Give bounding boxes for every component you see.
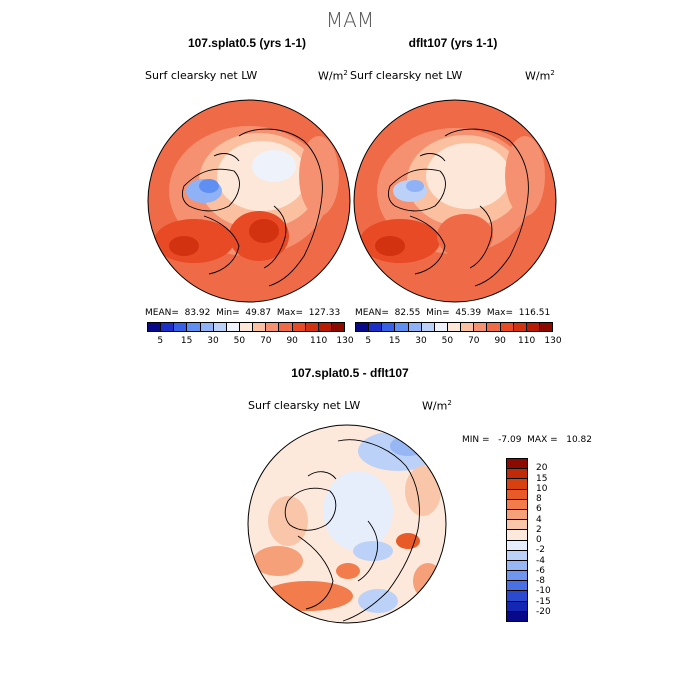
season-title: MAM (325, 8, 375, 32)
colorbar-diff-label: 20 (536, 463, 548, 474)
colorbar-right (355, 322, 553, 332)
map-left (147, 99, 351, 303)
colorbar-tick-label: 30 (207, 336, 219, 346)
colorbar-cell (161, 323, 175, 331)
diff-panel-stats: MIN = -7.09 MAX = 10.82 (462, 435, 592, 445)
colorbar-cell (356, 323, 370, 331)
colorbar-cell (474, 323, 488, 331)
colorbar-diff-cell (507, 530, 527, 541)
colorbar-cell (369, 323, 383, 331)
colorbar-cell (174, 323, 188, 331)
colorbar-diff-label: -20 (536, 606, 551, 617)
colorbar-diff-cell (507, 499, 527, 510)
colorbar-tick-label: 70 (468, 336, 480, 346)
colorbar-tick-label: 110 (310, 336, 328, 346)
colorbar-diff-label: -8 (536, 576, 545, 586)
colorbar-cell (318, 323, 332, 331)
colorbar-diff-cell (507, 489, 527, 500)
colorbar-cell (382, 323, 396, 331)
colorbar-cell (213, 323, 227, 331)
colorbar-tick-label: 5 (157, 336, 164, 346)
colorbar-diff-label: -2 (536, 545, 545, 556)
panel-left-title: 107.splat0.5 (yrs 1-1) (187, 36, 307, 50)
colorbar-cell (148, 323, 162, 331)
colorbar-diff-cell (507, 459, 527, 470)
colorbar-cell (539, 323, 553, 331)
colorbar-diff-label: 6 (536, 504, 542, 515)
colorbar-diff-cell (507, 520, 527, 531)
colorbar-diff-cell (507, 540, 527, 551)
colorbar-cell (226, 323, 240, 331)
colorbar-cell (408, 323, 422, 331)
colorbar-diff-label: 4 (536, 514, 542, 525)
colorbar-tick-label: 90 (286, 336, 298, 346)
panel-left-units: W/m2 (318, 69, 348, 83)
panel-right-units: W/m2 (525, 69, 555, 83)
map-diff (247, 424, 447, 624)
colorbar-cell (395, 323, 409, 331)
colorbar-diff-cell (507, 469, 527, 480)
panel-right-title: dflt107 (yrs 1-1) (408, 36, 498, 50)
colorbar-cell (500, 323, 514, 331)
colorbar-tick-label: 90 (494, 336, 506, 346)
colorbar-diff-cell (507, 571, 527, 582)
colorbar-diff-label: -4 (536, 555, 545, 566)
colorbar-diff-cell (507, 581, 527, 592)
colorbar-cell (487, 323, 501, 331)
colorbar-tick-label: 30 (415, 336, 427, 346)
map-right (353, 99, 557, 303)
colorbar-diff-cell (507, 601, 527, 612)
colorbar-diff-label: 8 (536, 494, 542, 504)
colorbar-diff-cell (507, 550, 527, 561)
colorbar-tick-label: 50 (233, 336, 246, 346)
colorbar-diff-cell (507, 509, 527, 521)
colorbar-left (147, 322, 345, 332)
colorbar-diff-cell (507, 591, 527, 602)
colorbar-diff-label: 10 (536, 483, 548, 494)
colorbar-cell (513, 323, 527, 331)
colorbar-cell (279, 323, 293, 331)
colorbar-tick-label: 70 (260, 336, 272, 346)
panel-left-field-label: Surf clearsky net LW (145, 69, 258, 82)
colorbar-left-ticks: 5 15 30 50 70 90 110 130 (147, 336, 353, 348)
colorbar-diff-label: -10 (536, 586, 551, 597)
colorbar-tick-label: 110 (518, 336, 536, 346)
panel-left-stats: MEAN= 83.92 Min= 49.87 Max= 127.33 (145, 308, 341, 318)
colorbar-right-ticks: 5 15 30 50 70 90 110 130 (355, 336, 561, 348)
colorbar-cell (266, 323, 280, 331)
colorbar-cell (447, 323, 462, 331)
colorbar-tick-label: 15 (180, 336, 193, 346)
colorbar-diff-cell (507, 560, 527, 572)
colorbar-tick-label: 5 (365, 336, 372, 346)
colorbar-diff-label: 0 (536, 535, 542, 545)
colorbar-cell (434, 323, 448, 331)
colorbar-cell (331, 323, 345, 331)
panel-right-stats: MEAN= 82.55 Min= 45.39 Max= 116.51 (355, 308, 551, 318)
colorbar-diff-label: -15 (536, 596, 551, 607)
colorbar-diff-label: 15 (536, 473, 548, 484)
diff-panel-units: W/m2 (422, 399, 452, 413)
diff-panel-field-label: Surf clearsky net LW (248, 399, 361, 412)
colorbar-diff-cell (507, 479, 527, 490)
colorbar-tick-label: 15 (388, 336, 401, 346)
colorbar-tick-label: 50 (441, 336, 454, 346)
colorbar-cell (292, 323, 306, 331)
colorbar-diff-labels: 20 15 10 8 6 4 2 0 -2 -4 -6 -8 -10 -15 -20 (536, 458, 576, 622)
colorbar-cell (253, 323, 267, 331)
colorbar-diff-cell (507, 611, 527, 621)
colorbar-diff-label: 2 (536, 524, 542, 535)
colorbar-diff (506, 458, 528, 622)
diff-panel-title: 107.splat0.5 - dflt107 (291, 366, 409, 380)
colorbar-cell (526, 323, 540, 331)
colorbar-cell (421, 323, 435, 331)
colorbar-cell (200, 323, 214, 331)
colorbar-cell (187, 323, 201, 331)
colorbar-cell (461, 323, 475, 331)
colorbar-cell (305, 323, 319, 331)
colorbar-diff-label: -6 (536, 565, 545, 576)
colorbar-tick-label: 130 (544, 336, 562, 346)
colorbar-cell (239, 323, 254, 331)
colorbar-tick-label: 130 (336, 336, 354, 346)
panel-right-field-label: Surf clearsky net LW (350, 69, 463, 82)
